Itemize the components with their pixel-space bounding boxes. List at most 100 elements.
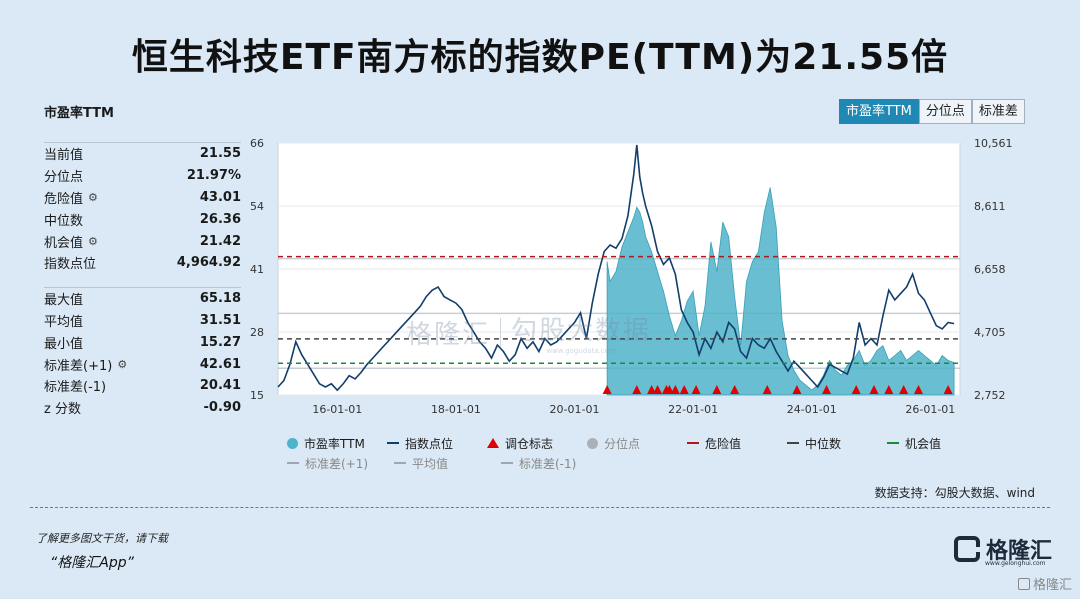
legend-label: 调仓标志 xyxy=(505,436,554,451)
signal-marker xyxy=(691,385,701,394)
stat-row: 最大值 65.18 xyxy=(44,288,241,310)
x-tick-label: 26-01-01 xyxy=(905,403,955,416)
stat-row: 最小值 15.27 xyxy=(44,331,241,353)
signal-marker xyxy=(851,385,861,394)
view-tabs: 市盈率TTM 分位点 标准差 xyxy=(839,99,1025,124)
y-right-tick-label: 8,611 xyxy=(974,200,1006,213)
tab-std-dev[interactable]: 标准差 xyxy=(971,99,1025,124)
stat-value: 43.01 xyxy=(199,189,241,205)
tab-percentile[interactable]: 分位点 xyxy=(918,99,972,124)
stat-row: 当前值 21.55 xyxy=(44,143,241,165)
signal-marker xyxy=(899,385,909,394)
chart-watermark: 格隆汇 勾股大数据 www.gogudata.com xyxy=(406,310,651,355)
legend-dash-icon xyxy=(287,462,299,464)
stat-row: 指数点位 4,964.92 xyxy=(44,252,241,274)
legend-item[interactable]: 调仓标志 xyxy=(487,435,587,452)
legend-item[interactable]: 标准差(-1) xyxy=(501,455,608,472)
legend-item[interactable]: 标准差(+1) xyxy=(287,455,394,472)
signal-marker xyxy=(869,385,879,394)
stat-row: 机会值 ⚙ 21.42 xyxy=(44,230,241,252)
legend-triangle-icon xyxy=(487,438,499,448)
legend-item[interactable]: 分位点 xyxy=(587,435,687,452)
stat-value: -0.90 xyxy=(203,400,241,416)
stat-label: 标准差(+1) ⚙ xyxy=(44,355,127,374)
stat-value: 21.42 xyxy=(199,233,241,249)
legend-dash-icon xyxy=(887,442,899,444)
stat-label-text: 最大值 xyxy=(44,293,84,309)
signal-marker xyxy=(653,385,663,394)
stat-value: 26.36 xyxy=(199,211,241,227)
stat-value: 21.55 xyxy=(199,146,241,162)
signal-marker xyxy=(670,385,680,394)
gear-icon[interactable]: ⚙ xyxy=(88,190,98,204)
y-right-tick-label: 10,561 xyxy=(974,137,1013,150)
stat-row: z 分数 -0.90 xyxy=(44,397,241,419)
legend-label: 分位点 xyxy=(604,436,641,451)
legend-label: 危险值 xyxy=(705,436,742,451)
data-source: 数据支持：勾股大数据、wind xyxy=(874,486,1035,500)
stat-label: 标准差(-1) xyxy=(44,376,106,395)
y-left-tick-label: 28 xyxy=(250,326,264,339)
stat-row: 平均值 31.51 xyxy=(44,310,241,332)
brand-name: 格隆汇 xyxy=(986,539,1053,564)
corner-logo-icon xyxy=(1017,577,1030,590)
stat-label: 最大值 xyxy=(44,289,83,308)
legend-label: 机会值 xyxy=(905,436,942,451)
signal-marker xyxy=(913,385,923,394)
legend-item[interactable]: 机会值 xyxy=(887,435,987,452)
stat-label-text: 机会值 xyxy=(44,235,84,251)
watermark-text: 勾股大数据 xyxy=(511,316,652,346)
stat-value: 15.27 xyxy=(199,334,241,350)
stat-value: 65.18 xyxy=(199,291,241,307)
chart-legend: 市盈率TTM 指数点位 调仓标志 分位点 危险值 中位数 机会值 标准差(+1) 平均值 标准差… xyxy=(287,433,987,473)
corner-watermark-text: 格隆汇 xyxy=(1032,578,1072,593)
legend-item[interactable]: 指数点位 xyxy=(387,435,487,452)
y-left-tick-label: 54 xyxy=(250,200,264,213)
tab-pe-ttm[interactable]: 市盈率TTM xyxy=(839,99,919,124)
chart-title: 恒生科技ETF南方标的指数PE(TTM)为21.55倍 xyxy=(131,37,949,78)
signal-marker xyxy=(647,385,657,394)
legend-label: 标准差(-1) xyxy=(519,456,577,471)
legend-item[interactable]: 中位数 xyxy=(787,435,887,452)
y-left-tick-label: 41 xyxy=(250,263,264,276)
pe-ttm-area xyxy=(606,187,955,396)
signal-marker xyxy=(884,385,894,394)
brand-logo: 格隆汇 xyxy=(954,533,1052,565)
stat-value: 31.51 xyxy=(199,312,241,328)
signal-marker xyxy=(730,385,740,394)
stat-label: z 分数 xyxy=(44,398,81,417)
stat-label-text: 标准差(-1) xyxy=(44,380,107,396)
stat-value: 4,964.92 xyxy=(176,255,241,271)
index-line xyxy=(277,144,955,392)
stat-label-text: 当前值 xyxy=(44,148,84,164)
y-right-tick-label: 2,752 xyxy=(974,389,1006,402)
watermark-brand: 格隆汇 xyxy=(406,320,491,350)
stat-label-text: 分位点 xyxy=(44,170,84,186)
x-tick-label: 18-01-01 xyxy=(431,403,481,416)
legend-dash-icon xyxy=(687,442,699,444)
signal-marker xyxy=(792,385,802,394)
stats-group-current: 当前值 21.55 分位点 21.97% 危险值 ⚙ 43.01 中位数 26.36 机会值 ⚙ 21… xyxy=(44,143,241,274)
legend-label: 标准差(+1) xyxy=(305,456,369,471)
signal-marker xyxy=(632,385,642,394)
stat-label-text: z 分数 xyxy=(44,402,81,418)
logo-icon xyxy=(954,536,980,562)
promo-text: 了解更多图文干货，请下载 xyxy=(36,532,168,545)
x-tick-label: 22-01-01 xyxy=(668,403,718,416)
legend-label: 市盈率TTM xyxy=(304,436,365,451)
legend-item[interactable]: 平均值 xyxy=(394,455,501,472)
legend-dash-icon xyxy=(394,462,406,464)
stats-panel: 当前值 21.55 分位点 21.97% 危险值 ⚙ 43.01 中位数 26.36 机会值 ⚙ 21… xyxy=(44,142,241,419)
gear-icon[interactable]: ⚙ xyxy=(88,234,98,248)
stat-label: 机会值 ⚙ xyxy=(44,232,98,251)
y-right-tick-label: 6,658 xyxy=(974,263,1006,276)
stat-row: 标准差(-1) 20.41 xyxy=(44,375,241,397)
legend-item[interactable]: 危险值 xyxy=(687,435,787,452)
legend-item[interactable]: 市盈率TTM xyxy=(287,435,387,452)
signal-marker xyxy=(664,385,674,394)
stat-label: 当前值 xyxy=(44,144,83,163)
legend-label: 中位数 xyxy=(805,436,842,451)
gear-icon[interactable]: ⚙ xyxy=(117,357,128,371)
y-left-tick-label: 15 xyxy=(250,389,264,402)
signal-marker xyxy=(943,385,953,394)
